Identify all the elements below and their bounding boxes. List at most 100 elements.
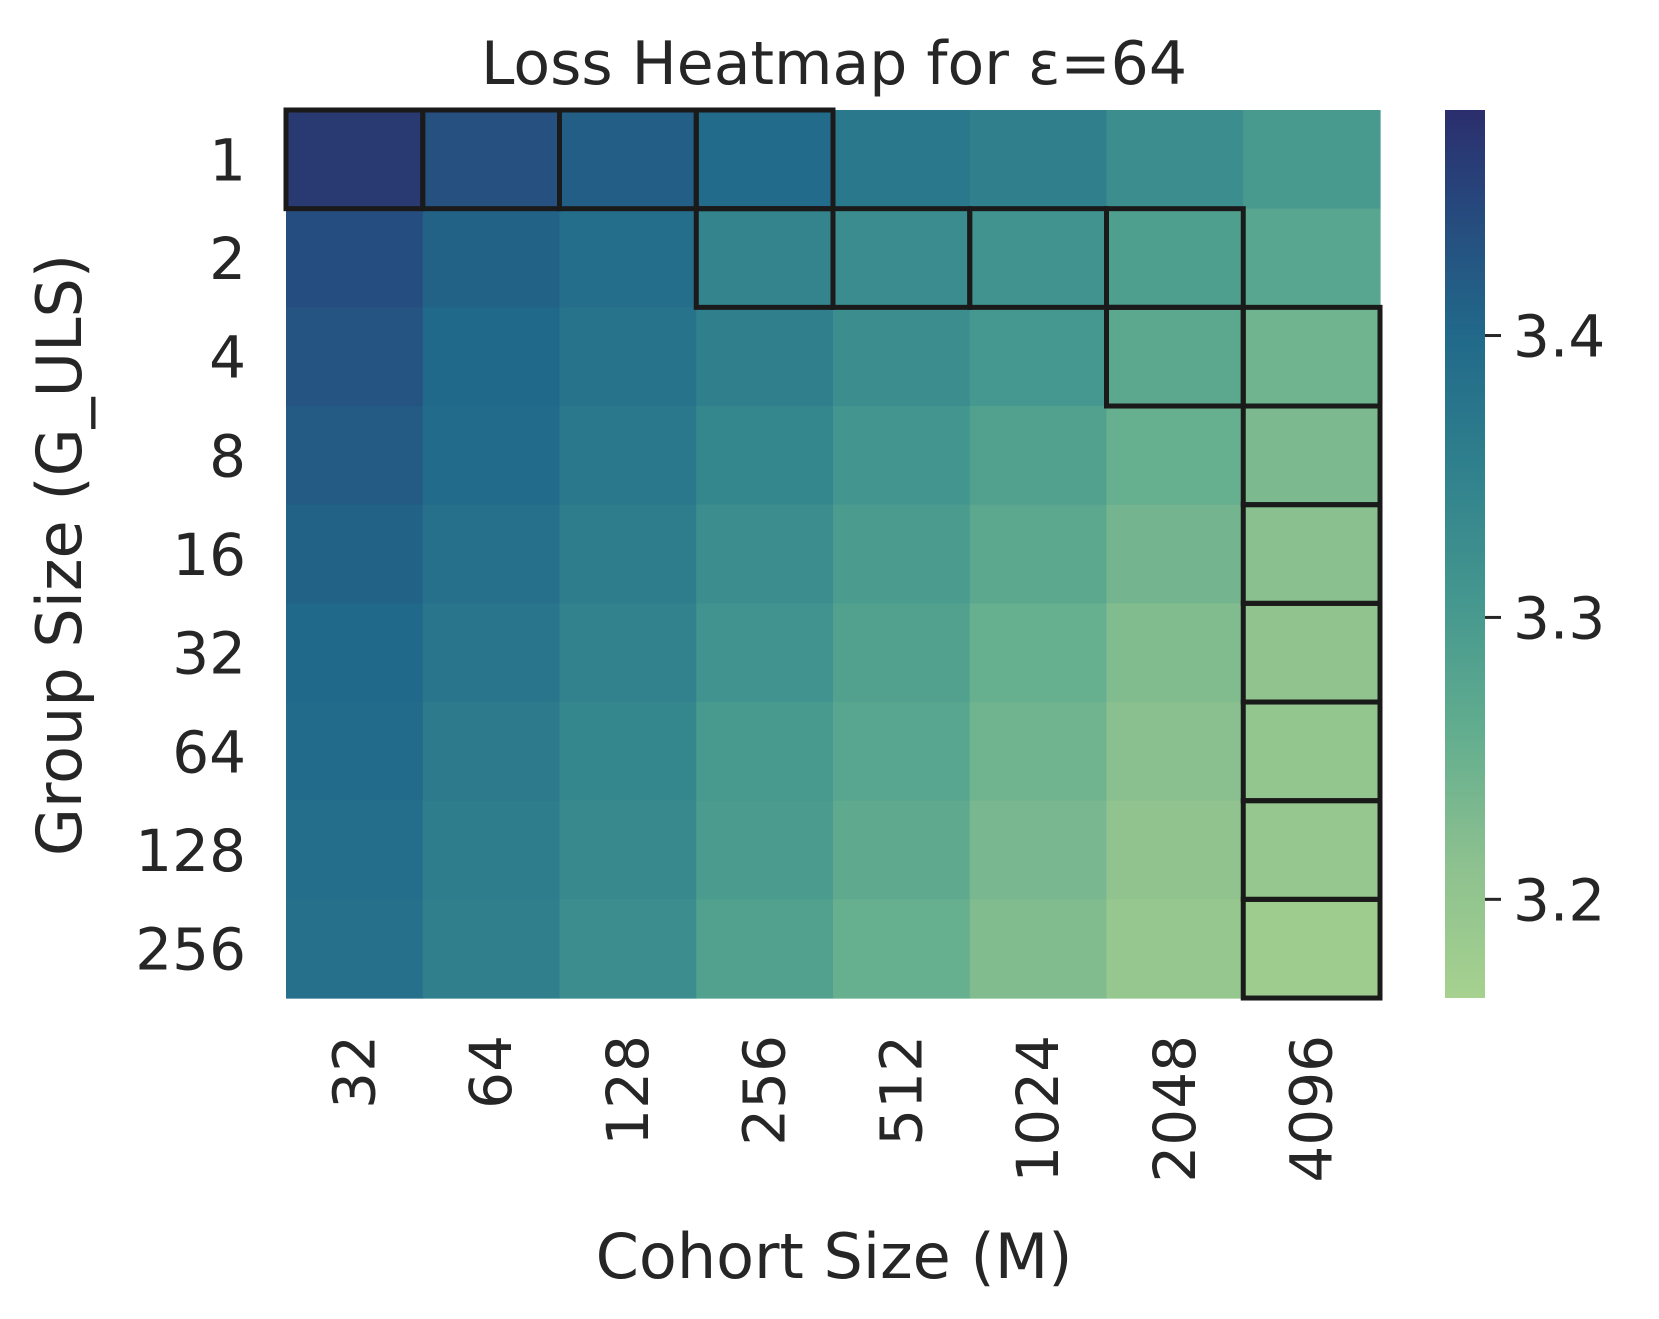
- heatmap-cell-r6-c2: [559, 702, 697, 802]
- heatmap-cell-r0-c2: [559, 110, 697, 210]
- heatmap-cell-r8-c7: [1243, 899, 1381, 999]
- heatmap-cell-r8-c2: [559, 899, 697, 999]
- heatmap-cell-r6-c6: [1106, 702, 1244, 802]
- heatmap-cell-r8-c6: [1106, 899, 1244, 999]
- y-axis-label: Group Size (G_ULS): [23, 254, 96, 856]
- heatmap-cell-r1-c0: [286, 208, 424, 308]
- y-tick-label: 1: [209, 126, 246, 194]
- heatmap-cell-r5-c5: [969, 603, 1108, 703]
- y-tick-label: 64: [172, 718, 246, 786]
- chart-title: Loss Heatmap for ε=64: [481, 29, 1187, 99]
- heatmap-cell-r2-c0: [286, 307, 424, 407]
- heatmap-cell-r4-c0: [286, 504, 424, 604]
- heatmap-cell-r1-c6: [1106, 208, 1244, 308]
- colorbar: 3.2 3.3 3.4: [1445, 110, 1605, 998]
- heatmap-cell-r5-c1: [422, 603, 561, 703]
- x-tick-label: 64: [457, 1035, 525, 1109]
- heatmap-cell-r6-c0: [286, 702, 424, 802]
- heatmap-cell-r6-c5: [969, 702, 1108, 802]
- y-tick-label: 2: [209, 225, 246, 293]
- heatmap-cell-r3-c2: [559, 406, 697, 506]
- x-tick-label: 2048: [1141, 1035, 1209, 1183]
- colorbar-gradient: [1445, 110, 1485, 998]
- heatmap-cell-r4-c2: [559, 504, 697, 604]
- heatmap-cell-r1-c7: [1243, 208, 1381, 308]
- heatmap-cell-r7-c4: [833, 800, 971, 900]
- heatmap-cell-r7-c1: [422, 800, 561, 900]
- heatmap-cell-r8-c1: [422, 899, 561, 999]
- heatmap-cell-r5-c0: [286, 603, 424, 703]
- heatmap-cell-r1-c5: [969, 208, 1108, 308]
- heatmap-cell-r4-c4: [833, 504, 971, 604]
- heatmap-cell-r3-c1: [422, 406, 561, 506]
- heatmap-cell-r7-c3: [696, 800, 834, 900]
- colorbar-tick-label: 3.4: [1513, 303, 1605, 371]
- heatmap-cell-r1-c3: [696, 208, 834, 308]
- heatmap-cell-r7-c2: [559, 800, 697, 900]
- heatmap-cell-r1-c4: [833, 208, 971, 308]
- heatmap-cell-r7-c0: [286, 800, 424, 900]
- y-tick-label: 32: [172, 620, 246, 688]
- y-tick-label: 16: [172, 521, 246, 589]
- heatmap-cell-r5-c2: [559, 603, 697, 703]
- colorbar-tick-label: 3.2: [1513, 866, 1605, 934]
- heatmap-cell-r6-c4: [833, 702, 971, 802]
- x-axis-label: Cohort Size (M): [596, 1220, 1073, 1293]
- heatmap-cell-r8-c5: [969, 899, 1108, 999]
- heatmap-cell-r7-c5: [969, 800, 1108, 900]
- heatmap-cell-r4-c5: [969, 504, 1108, 604]
- heatmap-cell-r2-c6: [1106, 307, 1244, 407]
- heatmap-cell-r4-c7: [1243, 504, 1381, 604]
- heatmap-cell-r0-c5: [969, 110, 1108, 210]
- heatmap-cell-r0-c3: [696, 110, 834, 210]
- heatmap-cell-r0-c0: [286, 110, 424, 210]
- x-tick-label: 128: [594, 1035, 662, 1146]
- heatmap-cell-r0-c1: [422, 110, 561, 210]
- heatmap-cell-r6-c7: [1243, 702, 1381, 802]
- y-tick-label: 4: [209, 324, 246, 392]
- heatmap-cell-r3-c5: [969, 406, 1108, 506]
- heatmap-cell-r2-c1: [422, 307, 561, 407]
- heatmap-cell-r6-c3: [696, 702, 834, 802]
- x-tick-labels: 32 64 128 256 512 1024 2048 4096: [320, 1035, 1345, 1183]
- y-tick-label: 8: [209, 422, 246, 490]
- x-tick-label: 256: [731, 1035, 799, 1146]
- heatmap-cell-r4-c1: [422, 504, 561, 604]
- highlight-borders: [283, 107, 1383, 1001]
- heatmap-cell-r2-c5: [969, 307, 1108, 407]
- heatmap-cell-r0-c6: [1106, 110, 1244, 210]
- heatmap-cell-r3-c3: [696, 406, 834, 506]
- heatmap-cell-r0-c7: [1243, 110, 1381, 210]
- heatmap-cell-r2-c2: [559, 307, 697, 407]
- heatmap-cell-r6-c1: [422, 702, 561, 802]
- heatmap-cell-r5-c7: [1243, 603, 1381, 703]
- heatmap-cells: [286, 110, 1381, 999]
- heatmap-cell-r7-c6: [1106, 800, 1244, 900]
- heatmap-cell-r1-c2: [559, 208, 697, 308]
- x-tick-label: 1024: [1004, 1035, 1072, 1183]
- heatmap-cell-r8-c4: [833, 899, 971, 999]
- heatmap-cell-r1-c1: [422, 208, 561, 308]
- x-tick-label: 32: [320, 1035, 388, 1109]
- heatmap-cell-r2-c4: [833, 307, 971, 407]
- heatmap-cell-r5-c3: [696, 603, 834, 703]
- colorbar-tick-label: 3.3: [1513, 584, 1605, 652]
- x-tick-label: 4096: [1278, 1035, 1346, 1183]
- heatmap-cell-r4-c6: [1106, 504, 1244, 604]
- heatmap-cell-r3-c7: [1243, 406, 1381, 506]
- highlight-cell-r8-c7: [1240, 896, 1383, 1001]
- heatmap-cell-r4-c3: [696, 504, 834, 604]
- heatmap-cell-r5-c4: [833, 603, 971, 703]
- y-tick-label: 256: [135, 916, 246, 984]
- heatmap-cell-r5-c6: [1106, 603, 1244, 703]
- heatmap-cell-r3-c0: [286, 406, 424, 506]
- heatmap-cell-r8-c0: [286, 899, 424, 999]
- y-tick-labels: 1 2 4 8 16 32 64 128 256: [135, 126, 246, 983]
- heatmap-cell-r2-c3: [696, 307, 834, 407]
- heatmap-cell-r3-c4: [833, 406, 971, 506]
- x-tick-label: 512: [867, 1035, 935, 1146]
- heatmap-cell-r0-c4: [833, 110, 971, 210]
- heatmap-cell-r8-c3: [696, 899, 834, 999]
- y-tick-label: 128: [135, 817, 246, 885]
